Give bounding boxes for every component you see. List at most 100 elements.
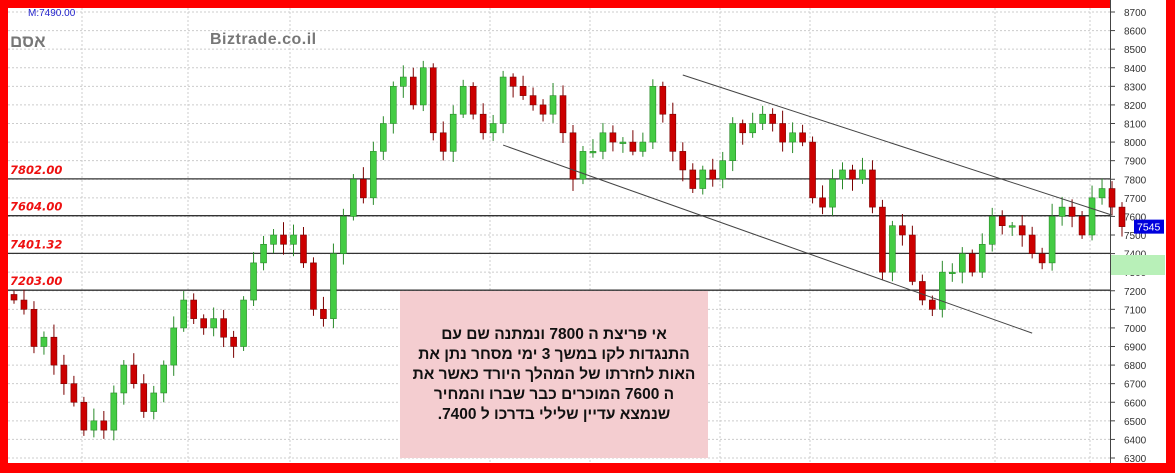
candle-up xyxy=(250,262,257,301)
y-tick-label: 8600 xyxy=(1124,27,1147,38)
candle-down xyxy=(60,364,68,384)
candle-up xyxy=(240,299,247,347)
candle-down xyxy=(739,123,746,134)
candle-down xyxy=(929,299,936,310)
candle-up xyxy=(729,123,737,161)
candle-up xyxy=(649,86,657,143)
level-label: 7604.00 xyxy=(10,200,62,214)
y-tick-label: 8200 xyxy=(1124,101,1147,112)
y-tick-label: 7500 xyxy=(1124,231,1147,242)
candle-down xyxy=(70,383,78,403)
candle-down xyxy=(409,76,417,106)
candle-down xyxy=(819,197,826,208)
candle-down xyxy=(529,95,537,106)
symbol-label: אסם xyxy=(10,32,46,51)
candle-up xyxy=(988,216,996,245)
y-tick-label: 7000 xyxy=(1124,324,1147,335)
candle-up xyxy=(829,178,836,208)
candle-up xyxy=(210,318,217,329)
y-tick-label: 6400 xyxy=(1124,435,1147,446)
candle-down xyxy=(1038,253,1046,264)
candle-down xyxy=(879,206,886,273)
last-price-box xyxy=(1134,219,1164,234)
y-tick-label: 7200 xyxy=(1124,287,1147,298)
highlight-box xyxy=(1111,255,1165,275)
candle-down xyxy=(30,309,38,347)
candle-up xyxy=(180,299,187,329)
annotation-line: האות לחזרתו של המהלך היורד כאשר את xyxy=(412,365,696,383)
candle-down xyxy=(869,169,876,208)
y-tick-label: 8500 xyxy=(1124,45,1147,56)
measure-readout: M:7490.00 xyxy=(28,8,76,19)
candle-down xyxy=(709,169,717,180)
level-label: 7401.32 xyxy=(10,237,62,251)
candle-down xyxy=(679,151,687,171)
candle-up xyxy=(939,271,946,310)
candle-down xyxy=(1068,206,1076,217)
candle-up xyxy=(330,253,337,319)
candle-up xyxy=(499,76,507,124)
candle-down xyxy=(919,281,926,301)
candle-down xyxy=(320,309,327,319)
candle-down xyxy=(80,401,88,431)
candle-down xyxy=(469,86,477,115)
annotation-line: אי פריצת ה 7800 ונמתנה שם עם xyxy=(441,325,667,343)
candle-down xyxy=(310,262,317,310)
candle-up xyxy=(699,169,707,189)
candle-up xyxy=(889,225,896,273)
y-tick-label: 7100 xyxy=(1124,305,1147,316)
candle-up xyxy=(639,141,647,152)
candle-down xyxy=(479,113,487,134)
candle-up xyxy=(749,123,756,134)
candle-down xyxy=(280,234,287,245)
candle-up xyxy=(449,113,457,152)
candle-down xyxy=(20,299,28,310)
candle-down xyxy=(849,169,856,180)
candle-up xyxy=(599,132,607,152)
level-label: 7203.00 xyxy=(10,274,62,288)
candle-up xyxy=(958,253,966,273)
annotation-line: ה 7600 המוכרים כבר שברו והמחיר xyxy=(433,385,675,403)
candle-down xyxy=(689,169,697,189)
candle-down xyxy=(230,336,237,347)
brand-watermark: Biztrade.co.il xyxy=(210,31,317,48)
candle-up xyxy=(340,216,347,254)
candle-down xyxy=(569,132,577,180)
candle-up xyxy=(859,169,866,180)
candle-up xyxy=(589,151,597,154)
candle-up xyxy=(459,86,467,115)
candle-down xyxy=(429,67,437,134)
candle-down xyxy=(609,132,617,143)
candle-up xyxy=(270,234,277,245)
y-tick-label: 7700 xyxy=(1124,194,1147,205)
candle-down xyxy=(659,86,667,115)
candle-down xyxy=(968,253,976,273)
candle-down xyxy=(909,234,916,282)
candle-up xyxy=(390,86,397,124)
candle-down xyxy=(539,104,547,115)
candle-up xyxy=(170,327,178,366)
last-price-label: 7545 xyxy=(1137,222,1161,234)
annotation-box: אי פריצת ה 7800 ונמתנה שם עם התנגדות לקו… xyxy=(400,291,708,458)
candle-up xyxy=(489,123,497,134)
candle-up xyxy=(1088,197,1096,236)
candle-down xyxy=(669,113,677,152)
candle-up xyxy=(160,364,168,394)
candle-up xyxy=(290,234,297,245)
candle-down xyxy=(10,294,18,301)
y-tick-label: 8300 xyxy=(1124,82,1147,93)
candle-down xyxy=(998,216,1006,227)
y-tick-label: 6300 xyxy=(1124,454,1147,465)
candle-up xyxy=(370,151,377,199)
y-tick-label: 7600 xyxy=(1124,212,1147,223)
y-tick-label: 7800 xyxy=(1124,175,1147,186)
candle-up xyxy=(1058,206,1066,217)
candle-up xyxy=(260,243,267,264)
candle-down xyxy=(1078,216,1086,236)
candle-up xyxy=(110,392,118,431)
candle-down xyxy=(100,420,108,431)
candle-up xyxy=(1008,225,1016,228)
candle-down xyxy=(140,383,148,412)
candle-up xyxy=(719,160,727,180)
candle-up xyxy=(759,113,766,124)
